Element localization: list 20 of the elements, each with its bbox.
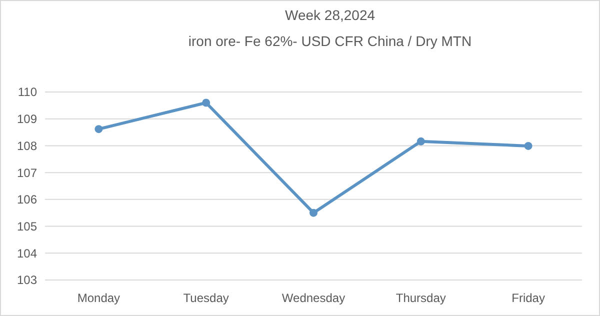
point <box>310 208 318 217</box>
y-tick-label: 108 <box>16 138 38 153</box>
x-tick-label: Wednesday <box>282 291 346 305</box>
x-tick-label: Friday <box>512 291 545 305</box>
x-tick-label: Monday <box>77 291 120 305</box>
y-tick-label: 103 <box>16 273 38 288</box>
y-tick-label: 110 <box>18 85 38 100</box>
chart-subtitle: iron ore- Fe 62%- USD CFR China / Dry MTN <box>188 33 472 49</box>
point <box>94 125 103 134</box>
y-tick-label: 107 <box>16 166 38 180</box>
chart-title: Week 28,2024 <box>284 7 376 23</box>
point <box>202 98 210 107</box>
point <box>524 142 532 150</box>
x-tick-label: Tuesday <box>183 291 229 305</box>
y-tick-label: 104 <box>16 246 38 260</box>
point <box>416 137 425 146</box>
y-tick-label: 106 <box>16 192 38 207</box>
y-tick-label: 105 <box>16 219 38 234</box>
y-tick-label: 109 <box>16 112 38 126</box>
x-tick-label: Thursday <box>396 291 446 305</box>
